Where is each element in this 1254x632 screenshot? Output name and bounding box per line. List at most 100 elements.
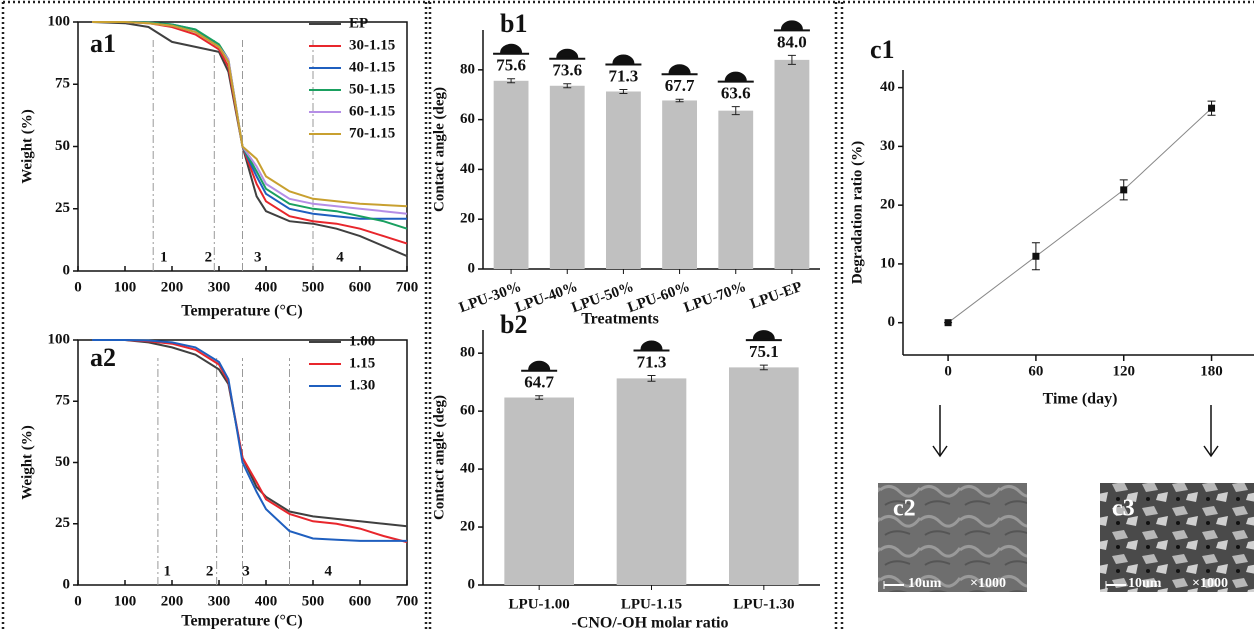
- bar: [549, 85, 585, 270]
- bar: [616, 378, 687, 585]
- y-tick-label: 50: [55, 138, 70, 154]
- y-tick-label: 40: [880, 79, 895, 95]
- droplet-icon: [661, 64, 698, 76]
- x-tick-label: 200: [161, 279, 184, 295]
- bar: [504, 397, 574, 585]
- x-tick-label: 400: [255, 279, 278, 295]
- x-tick-label: 300: [208, 593, 231, 609]
- x-tick-label: 500: [302, 279, 325, 295]
- bar: [606, 91, 641, 269]
- x-tick-label: 180: [1200, 363, 1223, 379]
- legend-label: 50-1.15: [349, 81, 395, 97]
- legend-label: 1.30: [349, 377, 375, 393]
- x-tick-label: 100: [114, 279, 137, 295]
- arrow-head: [1203, 445, 1219, 458]
- legend-label: 70-1.15: [349, 125, 395, 141]
- region-label: 2: [205, 249, 213, 265]
- droplet-icon: [521, 360, 558, 372]
- y-tick-label: 25: [55, 200, 70, 216]
- y-tick-label: 0: [468, 260, 476, 276]
- x-tick-label: 120: [1112, 363, 1135, 379]
- image-label: c2: [893, 496, 916, 522]
- x-tick-label: LPU-1.15: [621, 596, 682, 612]
- y-tick-label: 80: [460, 345, 475, 361]
- y-axis-label: Contact angle (deg): [431, 87, 447, 212]
- y-tick-label: 0: [63, 576, 71, 592]
- droplet-icon: [745, 330, 782, 342]
- x-tick-label: 700: [396, 279, 419, 295]
- droplet-icon: [493, 43, 530, 55]
- series-line: [92, 21, 408, 208]
- region-label: 3: [242, 563, 250, 579]
- value-label: 63.6: [721, 84, 751, 103]
- magnification-label: ×1000: [1192, 576, 1228, 591]
- y-tick-label: 10: [880, 255, 895, 271]
- x-axis-label: Time (day): [1043, 391, 1118, 408]
- series-line: [92, 339, 408, 528]
- x-tick-label: 200: [161, 593, 184, 609]
- legend-label: 60-1.15: [349, 103, 395, 119]
- x-axis-label: Treatments: [581, 311, 659, 328]
- y-tick-label: 0: [888, 314, 896, 330]
- sem-image: [1100, 483, 1254, 592]
- panel-label: c1: [870, 35, 895, 64]
- scale-label: 10um: [908, 576, 942, 591]
- legend-label: 30-1.15: [349, 37, 395, 53]
- panel-label: a2: [90, 343, 116, 372]
- series-line: [92, 339, 407, 542]
- value-label: 75.6: [496, 56, 526, 75]
- y-tick-label: 50: [55, 454, 70, 470]
- y-axis-label: Weight (%): [19, 425, 35, 500]
- legend-label: 1.00: [349, 333, 375, 349]
- data-point: [1208, 104, 1216, 112]
- scale-label: 10um: [1128, 576, 1162, 591]
- y-tick-label: 30: [880, 138, 895, 154]
- error-bar: [787, 54, 796, 65]
- data-point: [1120, 186, 1128, 194]
- bar: [493, 80, 529, 269]
- region-label: 3: [254, 249, 262, 265]
- y-tick-label: 60: [460, 403, 475, 419]
- droplet-icon: [549, 48, 586, 60]
- droplet-icon: [773, 20, 810, 32]
- y-tick-label: 20: [460, 211, 475, 227]
- error-bar: [759, 364, 768, 371]
- arrow-head: [932, 445, 948, 458]
- error-bar: [619, 89, 628, 94]
- y-tick-label: 20: [460, 518, 475, 534]
- x-tick-label: 0: [74, 593, 82, 609]
- error-bar: [507, 78, 516, 84]
- legend-label: 40-1.15: [349, 59, 395, 75]
- value-label: 75.1: [749, 342, 779, 361]
- x-tick-label: 400: [255, 593, 278, 609]
- value-label: 84.0: [777, 32, 807, 51]
- x-axis-label: Temperature (°C): [181, 613, 302, 630]
- x-axis-label: -CNO/-OH molar ratio: [571, 615, 728, 632]
- data-point: [1032, 252, 1040, 260]
- panel-label: a1: [90, 29, 116, 58]
- bar: [662, 100, 697, 270]
- y-tick-label: 0: [63, 262, 71, 278]
- y-tick-label: 100: [48, 331, 71, 347]
- value-label: 64.7: [524, 373, 554, 392]
- x-tick-label: 300: [208, 279, 231, 295]
- x-tick-label: 500: [302, 593, 325, 609]
- bar: [729, 367, 799, 585]
- x-tick-label: LPU-EP: [748, 279, 804, 313]
- y-tick-label: 75: [55, 393, 70, 409]
- region-label: 1: [160, 249, 168, 265]
- error-bar: [731, 106, 740, 116]
- y-tick-label: 25: [55, 515, 70, 531]
- bar: [718, 110, 754, 269]
- value-label: 71.3: [637, 352, 667, 371]
- error-bar: [535, 395, 544, 400]
- series-line: [92, 21, 408, 258]
- x-tick-label: 0: [944, 363, 952, 379]
- y-tick-label: 75: [55, 76, 70, 92]
- x-tick-label: 0: [74, 279, 82, 295]
- error-bar: [563, 83, 572, 89]
- bar: [774, 59, 810, 269]
- y-tick-label: 100: [48, 13, 71, 29]
- image-label: c3: [1112, 496, 1135, 522]
